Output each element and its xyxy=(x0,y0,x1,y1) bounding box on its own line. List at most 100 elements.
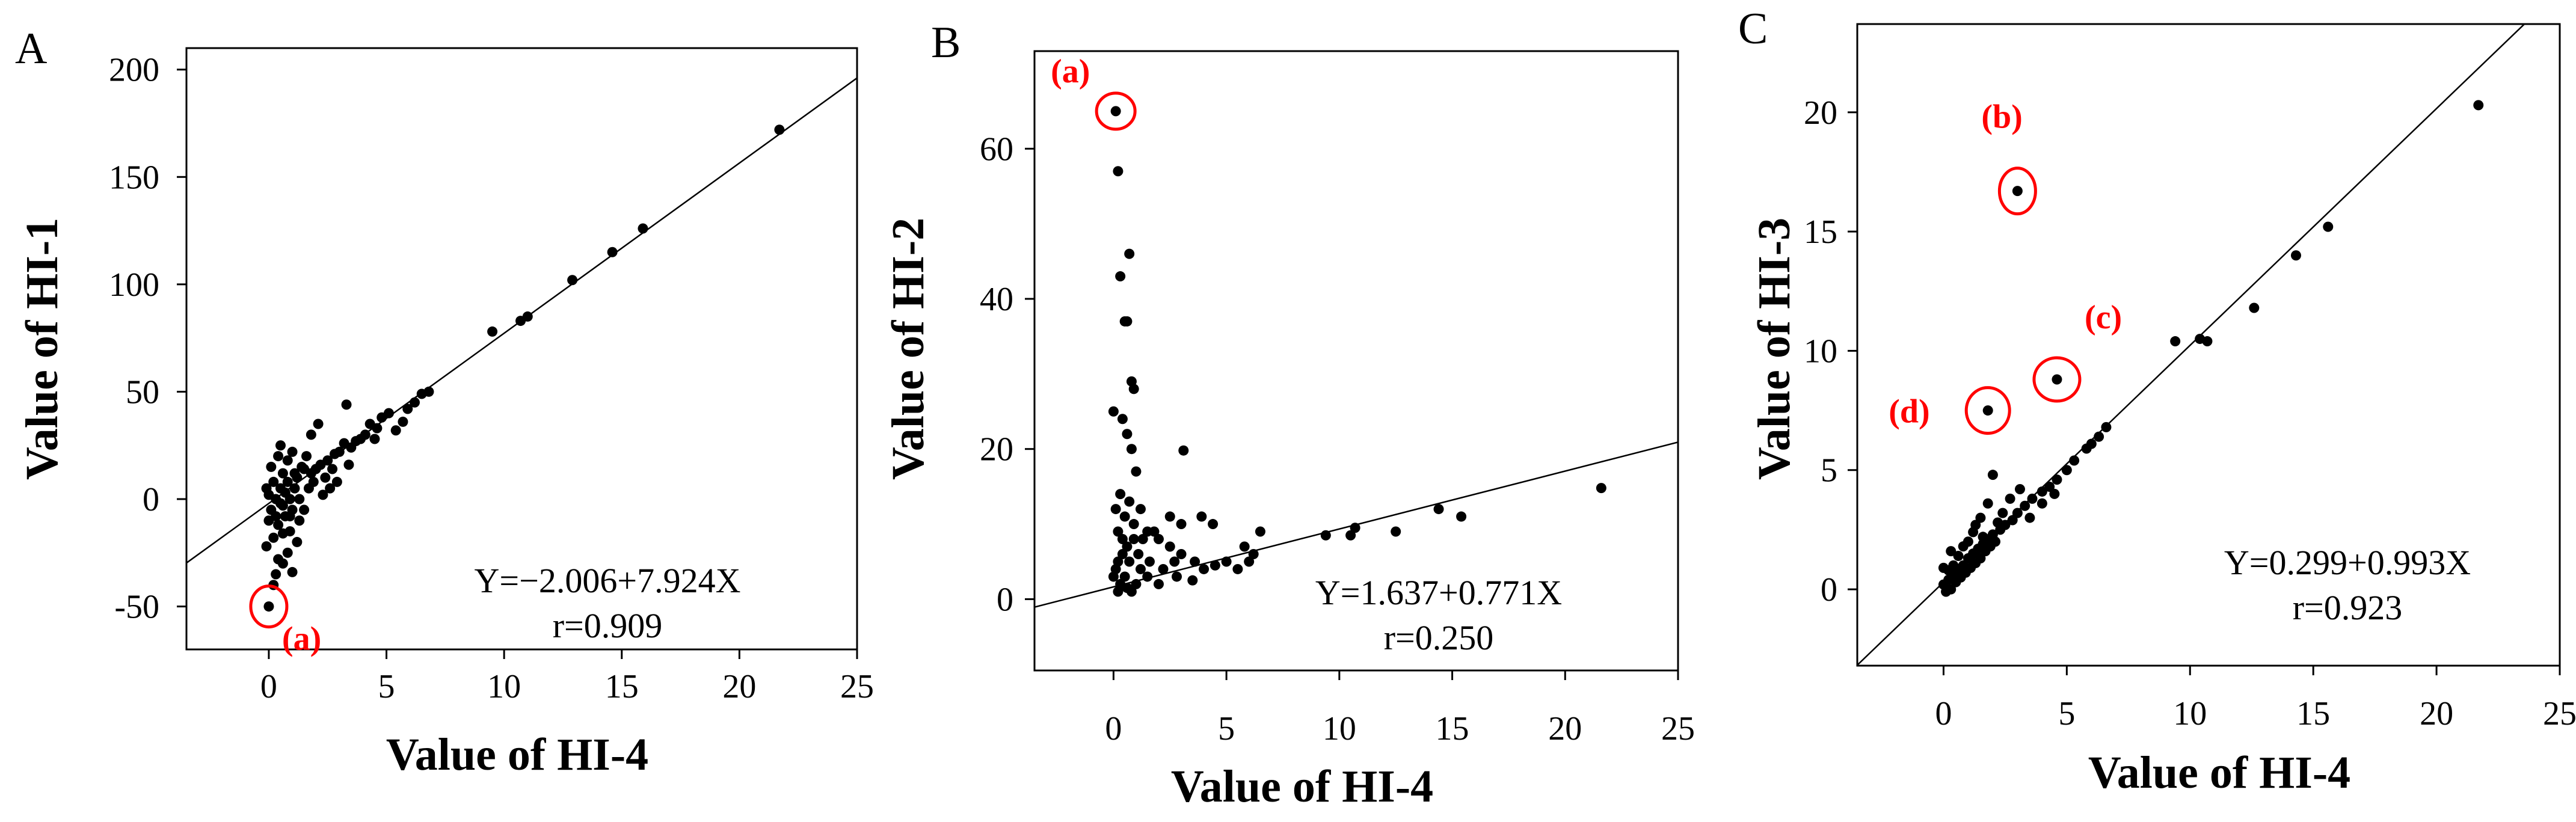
data-point-b xyxy=(1239,541,1250,552)
y-tick-label-a: -50 xyxy=(114,589,159,626)
data-point-b xyxy=(1133,548,1144,559)
outlier-label-c: (d) xyxy=(1889,393,1929,431)
data-point-b xyxy=(1232,563,1243,574)
data-point-b xyxy=(1115,271,1126,282)
data-point-b xyxy=(1131,578,1142,589)
panel-label-a: A xyxy=(15,24,47,73)
data-point-b xyxy=(1178,445,1189,456)
outlier-circle-c xyxy=(2032,356,2082,403)
data-point-a xyxy=(303,483,314,494)
data-point-b xyxy=(1142,571,1153,582)
data-point-c xyxy=(2052,374,2062,385)
data-point-c xyxy=(2012,186,2023,197)
data-point-a xyxy=(329,449,340,459)
panel-label-b: B xyxy=(931,18,961,67)
data-point-a xyxy=(327,464,338,474)
data-point-b xyxy=(1210,560,1220,571)
data-point-c xyxy=(2061,465,2072,476)
x-tick-label-a: 10 xyxy=(487,668,521,705)
correlation-b: r=0.250 xyxy=(1384,618,1494,657)
y-tick-label-a: 0 xyxy=(143,481,159,518)
y-axis-title-b: Value of HI-2 xyxy=(883,218,933,480)
data-point-a xyxy=(277,528,288,539)
data-point-b xyxy=(1596,483,1606,494)
data-point-b xyxy=(1128,519,1139,530)
data-point-a xyxy=(289,468,300,479)
data-point-c xyxy=(1982,405,1993,416)
data-point-c xyxy=(2012,508,2023,518)
data-point-c xyxy=(2049,488,2060,499)
data-point-a xyxy=(299,505,310,515)
data-point-a xyxy=(282,476,293,487)
x-tick-label-a: 15 xyxy=(605,668,639,705)
data-point-c xyxy=(2020,500,2030,511)
data-point-a xyxy=(261,541,272,552)
y-tick-label-b: 40 xyxy=(980,281,1013,318)
regression-equation-c: Y=0.299+0.993X xyxy=(2224,543,2471,582)
data-point-a xyxy=(339,438,349,449)
y-axis-title-c: Value of HI-3 xyxy=(1749,218,1800,480)
data-point-b xyxy=(1113,526,1124,537)
y-tick-label-b: 60 xyxy=(980,130,1013,168)
data-point-b xyxy=(1187,575,1198,586)
data-point-b xyxy=(1176,519,1187,530)
data-point-a xyxy=(282,455,293,466)
y-tick-label-b: 0 xyxy=(997,581,1013,618)
data-point-c xyxy=(1993,517,2003,528)
data-point-a xyxy=(268,476,279,487)
y-tick-label-a: 50 xyxy=(126,373,159,411)
data-point-b xyxy=(1128,534,1139,545)
x-tick-label-c: 5 xyxy=(2058,695,2075,732)
data-point-c xyxy=(1975,512,1986,523)
x-tick-label-b: 20 xyxy=(1548,710,1582,747)
data-point-b xyxy=(1117,414,1128,425)
data-point-b xyxy=(1196,511,1207,522)
data-point-b xyxy=(1391,526,1401,537)
plot-frame-a xyxy=(185,47,858,651)
data-point-c xyxy=(1946,584,1957,595)
x-axis-title-b: Value of HI-4 xyxy=(1171,761,1433,812)
data-point-a xyxy=(774,124,785,135)
data-point-a xyxy=(294,494,305,505)
data-point-a xyxy=(402,403,413,414)
x-tick-label-c: 10 xyxy=(2173,695,2207,732)
data-point-b xyxy=(1122,316,1133,327)
data-point-c xyxy=(1997,508,2008,518)
data-point-c xyxy=(1975,553,1986,564)
data-point-a xyxy=(364,419,375,429)
x-tick-label-a: 0 xyxy=(260,668,277,705)
data-point-b xyxy=(1208,519,1219,530)
data-point-c xyxy=(2027,493,2038,504)
data-point-b xyxy=(1124,556,1135,567)
data-point-b xyxy=(1124,248,1135,259)
data-point-c xyxy=(1970,520,1981,530)
data-point-b xyxy=(1248,548,1259,559)
data-point-b xyxy=(1117,534,1128,545)
data-point-a xyxy=(377,412,387,423)
data-point-c xyxy=(1963,553,1973,564)
data-point-a xyxy=(487,326,498,337)
data-point-a xyxy=(325,483,336,494)
data-point-c xyxy=(2037,486,2047,497)
data-point-b xyxy=(1115,489,1126,500)
data-point-c xyxy=(2069,455,2080,466)
outlier-label-c: (c) xyxy=(2085,299,2122,336)
y-axis-title-a: Value of HI-1 xyxy=(17,218,67,480)
data-point-c xyxy=(1938,562,1949,573)
data-point-a xyxy=(343,459,354,470)
y-tick-label-c: 5 xyxy=(1821,452,1837,489)
data-point-a xyxy=(282,547,293,558)
regression-equation-b: Y=1.637+0.771X xyxy=(1315,573,1562,612)
data-point-b xyxy=(1119,571,1130,582)
data-point-c xyxy=(2007,515,2018,526)
x-tick-label-b: 25 xyxy=(1661,710,1695,747)
data-point-a xyxy=(369,434,380,444)
data-point-c xyxy=(1987,470,1998,480)
data-point-b xyxy=(1144,556,1155,567)
data-point-c xyxy=(1978,532,1988,542)
data-point-a xyxy=(266,461,277,472)
data-point-b xyxy=(1137,534,1148,545)
data-point-b xyxy=(1108,406,1119,417)
outlier-label-c: (b) xyxy=(1981,99,2022,136)
